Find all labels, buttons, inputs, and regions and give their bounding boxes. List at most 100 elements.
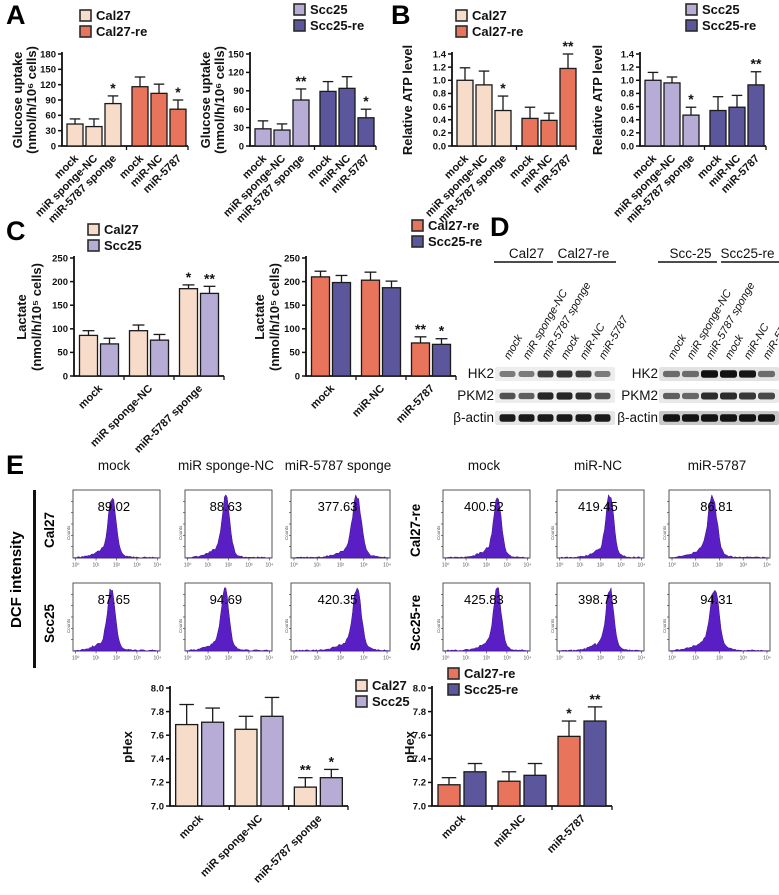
y-tick-label: 30: [45, 126, 56, 137]
hist-frame: [290, 582, 391, 652]
bar: [234, 728, 258, 807]
hist-frame: [442, 489, 531, 559]
significance-label: **: [751, 56, 762, 72]
bar: [178, 288, 199, 377]
y-axis-label: pHex: [120, 730, 135, 763]
y-tick-label: 7.2: [413, 778, 426, 789]
y-axis-label: (nmol/h/10⁵ cells): [29, 263, 44, 371]
blot-band: [537, 370, 554, 378]
y-tick-label: 90: [233, 86, 244, 97]
y-tick-label: 7.2: [151, 778, 164, 789]
blot-band: [518, 414, 535, 422]
hist-peak: [557, 587, 644, 652]
bar: [747, 84, 765, 147]
y-tick-label: 0: [295, 371, 300, 382]
hist-x-tick: 10³: [740, 656, 748, 662]
blot-band: [758, 370, 775, 378]
blot-group-header: Cal27: [509, 246, 544, 261]
dcf-intensity-axis-label: DCF intensity: [8, 531, 25, 629]
y-tick-label: 200: [52, 277, 68, 288]
bar: [293, 786, 317, 807]
hist-x-tick: 10³: [360, 656, 368, 662]
bar: [521, 117, 539, 147]
hist-x-tick: 10⁴: [638, 656, 646, 662]
hist-value: 89.02: [98, 499, 131, 514]
flow-col-header-mock-left: mock: [97, 458, 131, 473]
blot-row-label: β-actin: [617, 410, 658, 425]
y-tick-label: 7.8: [413, 707, 426, 718]
hist-value: 377.63: [318, 499, 358, 514]
hist-x-tick: 10²: [337, 563, 345, 569]
hist-x-tick: 10¹: [692, 563, 700, 569]
blot-band: [739, 414, 756, 422]
blot-group-header: Cal27-re: [558, 246, 610, 261]
legend-swatch: [411, 219, 424, 232]
panel-label-b: B: [391, 0, 411, 30]
y-tick-label: 150: [40, 65, 56, 76]
blot-band: [682, 370, 699, 378]
legend-swatch: [87, 223, 100, 236]
y-tick-label: 7.4: [151, 754, 165, 765]
hist-x-tick: 10³: [503, 656, 511, 662]
bar: [260, 715, 284, 807]
hist-counts-label: Counts: [178, 618, 183, 633]
y-tick-label: 250: [52, 253, 68, 264]
legend-swatch: [455, 9, 468, 22]
hist-x-tick: 10¹: [204, 656, 212, 662]
significance-label: *: [439, 323, 445, 339]
category-label: miR-5787: [394, 383, 437, 426]
y-tick-label: 1.4: [621, 49, 635, 60]
y-axis-label: pHex: [402, 730, 417, 763]
hist-frame: [442, 582, 531, 652]
blot-band: [537, 392, 554, 400]
hist-x-tick: 10¹: [576, 656, 584, 662]
blot-group-header: Scc25-re: [720, 246, 774, 261]
bar: [169, 108, 187, 147]
hist-x-tick: 10²: [597, 656, 605, 662]
y-tick-label: 50: [57, 348, 68, 359]
hist-value: 94.31: [700, 592, 733, 607]
blot-band: [758, 414, 775, 422]
bar: [410, 342, 431, 377]
hist-x-tick: 10²: [113, 656, 121, 662]
y-tick-label: 0.0: [621, 141, 634, 152]
legend-swatch: [447, 667, 460, 680]
hist-counts-label: Counts: [662, 525, 667, 540]
blot-band: [701, 370, 718, 378]
hist-value: 86.81: [700, 499, 733, 514]
legend-swatch: [447, 683, 460, 696]
hist-x-tick: 10¹: [92, 563, 100, 569]
y-tick-label: 1.2: [621, 62, 634, 73]
y-axis-label: Lactate: [252, 294, 267, 340]
hist-value: 94.69: [210, 592, 243, 607]
y-tick-label: 1.4: [433, 49, 447, 60]
significance-label: *: [175, 84, 181, 100]
hist-x-tick: 10²: [483, 656, 491, 662]
bar: [523, 774, 547, 807]
y-tick-label: 50: [289, 348, 300, 359]
y-tick-label: 7.6: [413, 731, 426, 742]
blot-band: [499, 414, 516, 422]
legend-label: Scc25-re: [310, 18, 364, 33]
hist-peak: [73, 497, 160, 559]
legend-swatch: [293, 3, 306, 16]
y-tick-label: 8.0: [151, 683, 164, 694]
hist-counts-label: Counts: [436, 525, 441, 540]
bar: [254, 128, 272, 147]
flow-histogram: 10⁰ 10¹ 10² 10³ 10⁴ Counts 88.63: [178, 489, 273, 569]
blot-band: [663, 414, 680, 422]
significance-label: **: [415, 321, 426, 337]
hist-peak: [669, 494, 770, 559]
legend-label: Cal27: [472, 8, 507, 23]
hist-x-tick: 10³: [133, 656, 141, 662]
hist-x-tick: 10³: [245, 563, 253, 569]
hist-peak: [185, 587, 272, 652]
bar: [338, 87, 356, 147]
blot-row-label: HK2: [632, 366, 658, 381]
hist-x-tick: 10²: [113, 563, 121, 569]
legend-swatch: [355, 679, 368, 692]
flow-col-header-mir-sponge-nc: miR sponge-NC: [177, 458, 275, 473]
bar: [728, 106, 746, 147]
